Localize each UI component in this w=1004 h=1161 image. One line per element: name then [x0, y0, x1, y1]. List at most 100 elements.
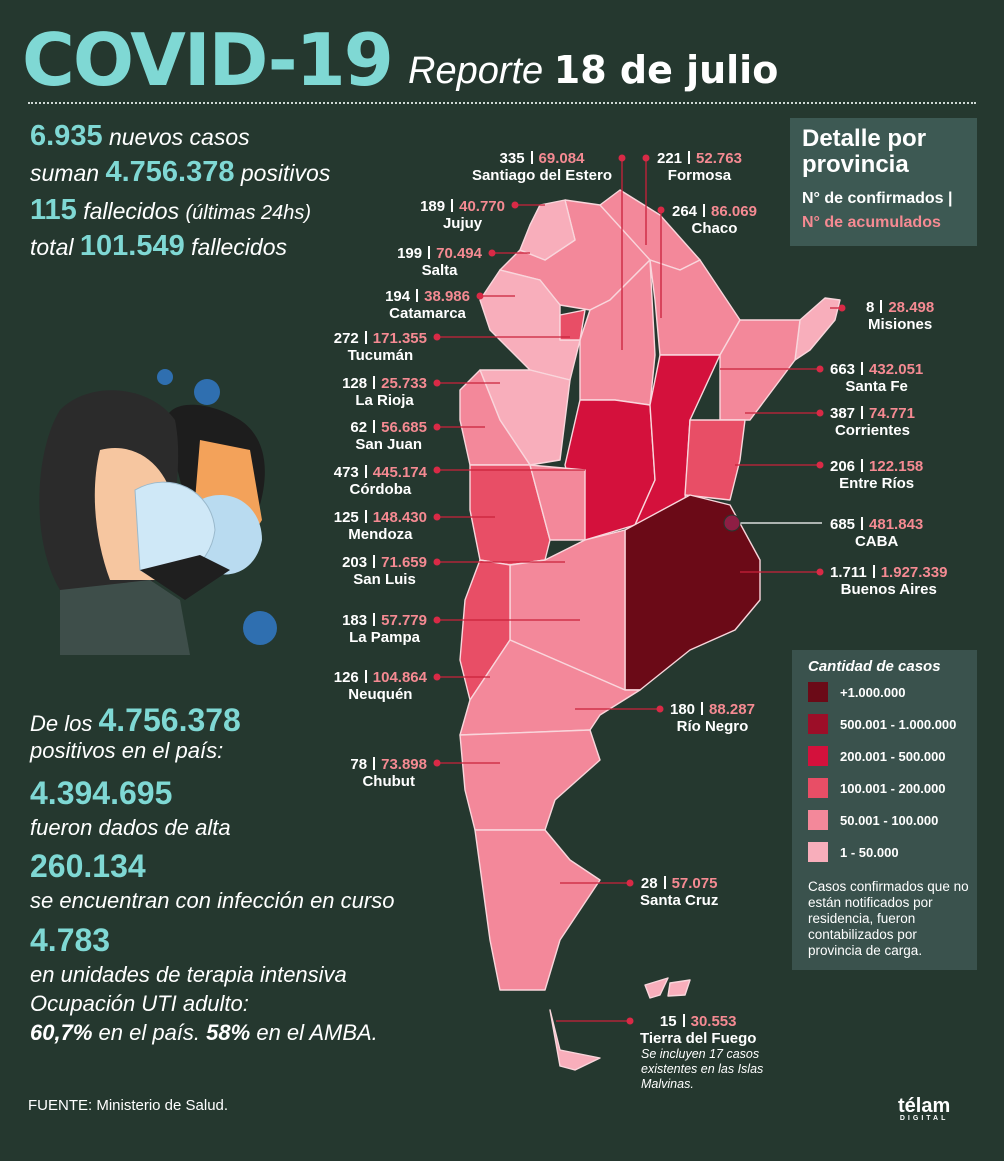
confirmed: 62: [350, 419, 368, 436]
number: 260.134: [30, 848, 146, 884]
legend-swatch: [808, 682, 828, 702]
accumulated: 38.986: [424, 288, 470, 305]
separator: [880, 300, 883, 313]
legend: Cantidad de casos Casos confirmados que …: [792, 650, 977, 970]
summary-line: total 101.549 fallecidos: [30, 230, 287, 263]
province-values: 125 148.430: [334, 509, 427, 526]
status-line: se encuentran con infección en curso: [30, 888, 395, 913]
leader-dot: [838, 304, 846, 312]
province-label: 78 73.898 Chubut: [350, 756, 427, 790]
leader-dot: [642, 154, 650, 162]
illustration: [39, 369, 277, 655]
leader-dot: [433, 513, 441, 521]
separator: [428, 246, 431, 259]
province-values: 199 70.494: [397, 245, 482, 262]
legend-item: 1 - 50.000: [808, 842, 899, 862]
number: 4.783: [30, 922, 111, 958]
leader-dot: [626, 879, 634, 887]
separator: [451, 199, 454, 212]
legend-label: 200.001 - 500.000: [840, 748, 946, 764]
leader-dot: [816, 568, 824, 576]
confirmed: 126: [333, 669, 359, 686]
province-label: 180 88.287 Río Negro: [670, 701, 755, 735]
summary-line: suman 4.756.378 positivos: [30, 156, 330, 189]
accumulated: 52.763: [696, 150, 742, 167]
province-shape: [479, 269, 581, 381]
province-name: CABA: [854, 533, 899, 550]
province-values: 62 56.685: [350, 419, 427, 436]
separator: [701, 702, 704, 715]
accumulated: 25.733: [381, 375, 427, 392]
province-values: 1.711 1.927.339: [830, 564, 947, 581]
text: fallecidos: [83, 198, 180, 224]
province-values: 203 71.659: [342, 554, 427, 571]
province-values: 335 69.084: [472, 150, 612, 167]
province-label: 203 71.659 San Luis: [342, 554, 427, 588]
accumulated: 71.659: [381, 554, 427, 571]
province-values: 685 481.843: [830, 516, 923, 533]
legend-label: 50.001 - 100.000: [840, 812, 939, 828]
province-values: 206 122.158: [830, 458, 923, 475]
province-values: 183 57.779: [342, 612, 427, 629]
subtitle: Reporte 18 de julio: [408, 48, 778, 93]
text: en el AMBA.: [256, 1020, 378, 1045]
confirmed: 663: [830, 361, 856, 378]
province-name: Formosa: [667, 167, 732, 184]
number: 115: [30, 194, 77, 226]
province-label: 335 69.084 Santiago del Estero: [472, 150, 612, 184]
province-name: Salta: [421, 262, 458, 279]
legend-swatch: [808, 714, 828, 734]
province-values: 221 52.763: [657, 150, 742, 167]
leader-dot: [433, 466, 441, 474]
separator: [861, 406, 864, 419]
accumulated: 432.051: [869, 361, 924, 378]
province-label: 125 148.430 Mendoza: [334, 509, 427, 543]
legend-item: 50.001 - 100.000: [808, 810, 938, 830]
separator: [373, 555, 376, 568]
status-line: positivos en el país:: [30, 738, 224, 763]
province-name: Santa Cruz: [640, 892, 719, 909]
detail-line: N° de acumulados: [802, 214, 941, 231]
province-shape: [649, 259, 741, 356]
province-label: 183 57.779 La Pampa: [342, 612, 427, 646]
province-name: Misiones: [868, 316, 933, 333]
confirmed: 8: [866, 299, 875, 316]
province-label: 685 481.843 CABA: [830, 516, 923, 550]
province-name: San Juan: [355, 436, 423, 453]
province-values: 189 40.770: [420, 198, 505, 215]
separator: [530, 151, 533, 164]
province-name: Catamarca: [389, 305, 466, 322]
subtitle-date: 18 de julio: [553, 48, 779, 92]
legend-item: +1.000.000: [808, 682, 905, 702]
separator: [416, 289, 419, 302]
confirmed: 473: [333, 464, 359, 481]
province-shape: [559, 309, 586, 341]
title: COVID-19: [22, 18, 394, 102]
confirmed: 125: [333, 509, 359, 526]
legend-label: +1.000.000: [840, 684, 906, 700]
legend-item: 500.001 - 1.000.000: [808, 714, 956, 734]
province-name: Chaco: [691, 220, 738, 237]
province-label: 1.711 1.927.339 Buenos Aires: [830, 564, 947, 598]
accumulated: 57.779: [381, 612, 427, 629]
number: 6.935: [30, 120, 103, 152]
accumulated: 88.287: [709, 701, 755, 718]
province-label: 199 70.494 Salta: [397, 245, 482, 279]
province-label: 473 445.174 Córdoba: [334, 464, 427, 498]
number: 4.394.695: [30, 775, 173, 811]
confirmed: 685: [830, 516, 856, 533]
confirmed: 28: [640, 875, 658, 892]
confirmed: 206: [830, 458, 856, 475]
province-shape: [474, 829, 601, 991]
text: positivos: [240, 160, 331, 186]
separator: [663, 876, 666, 889]
leader-dot: [433, 759, 441, 767]
province-name: Tierra del Fuego: [640, 1030, 757, 1047]
separator: [861, 459, 864, 472]
confirmed: 180: [670, 701, 696, 718]
accumulated: 69.084: [538, 150, 585, 167]
confirmed: 264: [672, 203, 698, 220]
separator: [364, 670, 367, 683]
legend-title: Cantidad de casos: [808, 658, 941, 675]
leader-dot: [433, 558, 441, 566]
